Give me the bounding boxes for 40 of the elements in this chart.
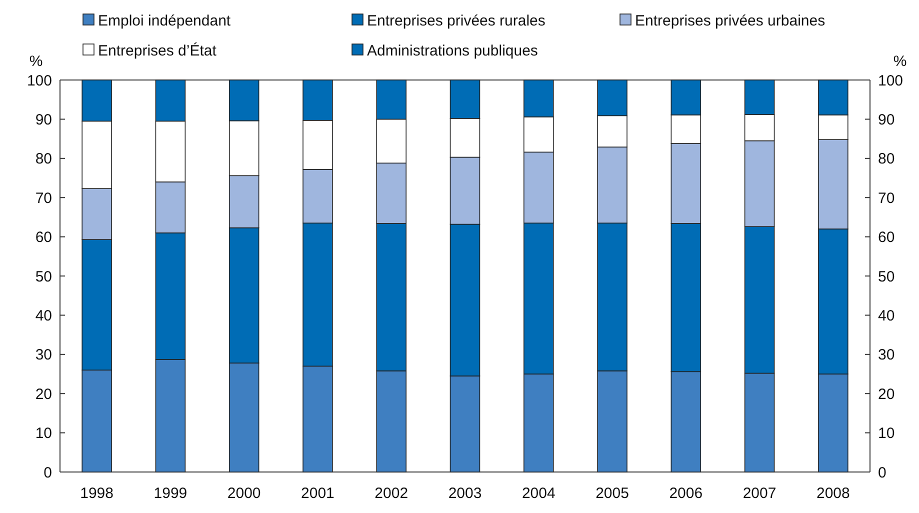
y2-axis-title: %: [893, 53, 907, 70]
legend-label: Emploi indépendant: [98, 12, 232, 30]
x-tick-label: 2001: [301, 485, 334, 502]
legend-label: Entreprises d’État: [98, 41, 218, 60]
y-tick-label: 30: [35, 346, 52, 364]
y2-tick-label: 80: [878, 150, 895, 168]
legend-label: Entreprises privées urbaines: [635, 12, 826, 30]
y2-tick-label: 100: [878, 72, 904, 90]
y2-tick-label: 30: [878, 346, 895, 364]
y-tick-label: 80: [35, 150, 52, 168]
y-tick-label: 40: [35, 307, 52, 324]
legend-label: Administrations publiques: [367, 42, 538, 60]
y2-tick-label: 90: [878, 111, 895, 128]
y2-tick-label: 70: [878, 190, 895, 207]
x-tick-label: 2008: [816, 485, 850, 502]
y-tick-label: 10: [35, 425, 52, 442]
y-tick-label: 20: [35, 386, 52, 403]
x-tick-label: 2000: [227, 485, 261, 502]
x-tick-label: 2004: [522, 485, 556, 502]
x-tick-label: 2003: [448, 485, 482, 502]
x-tick-label: 2007: [742, 485, 776, 502]
y-tick-label: 90: [35, 111, 52, 128]
y-tick-label: 70: [35, 190, 52, 207]
y-tick-label: 60: [35, 229, 52, 246]
y-tick-label: 50: [35, 268, 52, 286]
y2-tick-label: 50: [878, 268, 895, 286]
y-axis-title: %: [29, 53, 43, 70]
y-tick-label: 0: [44, 464, 52, 482]
x-tick-label: 2005: [596, 485, 629, 502]
y2-tick-label: 0: [878, 464, 886, 482]
y2-tick-label: 40: [878, 307, 895, 324]
x-tick-label: 1999: [154, 485, 188, 502]
y2-tick-label: 60: [878, 229, 895, 246]
legend-label: Entreprises privées rurales: [367, 12, 546, 30]
y2-tick-label: 20: [878, 386, 895, 403]
x-tick-label: 1998: [80, 485, 114, 502]
x-tick-label: 2006: [669, 485, 703, 502]
y-tick-label: 100: [26, 72, 52, 90]
x-tick-label: 2002: [374, 485, 408, 502]
y2-tick-label: 10: [878, 425, 895, 442]
